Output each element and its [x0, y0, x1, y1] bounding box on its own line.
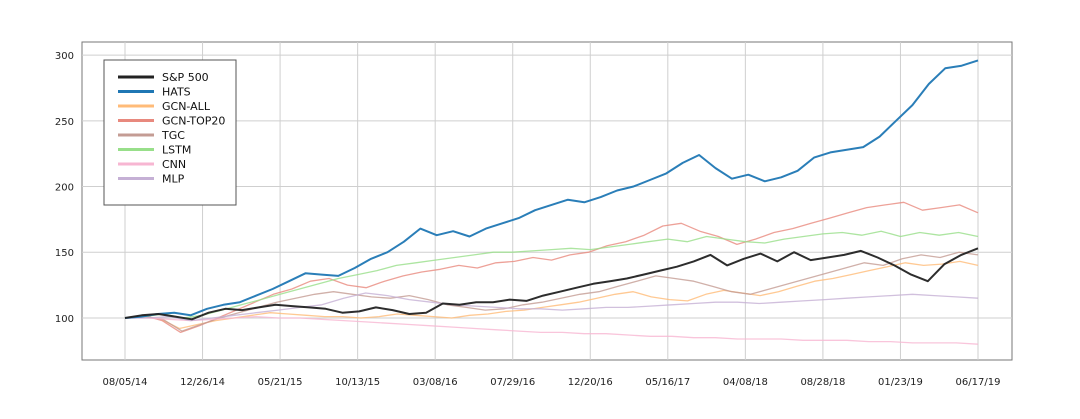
x-tick-label: 06/17/19 [956, 377, 1001, 388]
x-tick-label: 01/23/19 [878, 377, 923, 388]
legend-label: S&P 500 [162, 71, 209, 84]
series-line-gcn-top20 [124, 201, 979, 334]
x-tick-label: 04/08/18 [723, 377, 768, 388]
x-tick-label: 12/26/14 [180, 377, 225, 388]
series-line-s-p-500 [124, 247, 979, 321]
legend-label: LSTM [162, 144, 191, 157]
legend-label: MLP [162, 173, 185, 186]
legend-label: CNN [162, 158, 186, 171]
x-tick-label: 08/28/18 [800, 377, 845, 388]
x-tick-label: 12/20/16 [568, 377, 613, 388]
series-lines [124, 59, 979, 345]
x-tick-label: 07/29/16 [490, 377, 535, 388]
y-tick-label: 300 [55, 51, 74, 62]
legend-label: HATS [162, 86, 191, 99]
legend-label: GCN-TOP20 [162, 115, 225, 128]
x-tick-label: 10/13/15 [335, 377, 380, 388]
y-tick-label: 200 [55, 183, 74, 194]
series-line-lstm [124, 230, 979, 319]
legend-label: TGC [161, 129, 185, 142]
series-line-hats [124, 59, 979, 319]
legend-label: GCN-ALL [162, 100, 211, 113]
x-tick-label: 05/21/15 [258, 377, 303, 388]
series-line-tgc [124, 251, 979, 332]
y-tick-label: 100 [55, 314, 74, 325]
y-tick-label: 250 [55, 117, 74, 128]
series-line-cnn [125, 315, 979, 345]
x-tick-label: 08/05/14 [103, 377, 148, 388]
y-axis-ticks: 100 150 200 250 300 [55, 51, 74, 325]
x-tick-label: 03/08/16 [413, 377, 458, 388]
y-tick-label: 150 [55, 248, 74, 259]
series-line-gcn-all [124, 260, 979, 330]
x-tick-label: 05/16/17 [645, 377, 690, 388]
x-axis-ticks: 08/05/14 12/26/14 05/21/15 10/13/15 03/08/16… [103, 377, 1001, 388]
series-line-mlp [125, 292, 979, 322]
legend-box [103, 59, 237, 206]
